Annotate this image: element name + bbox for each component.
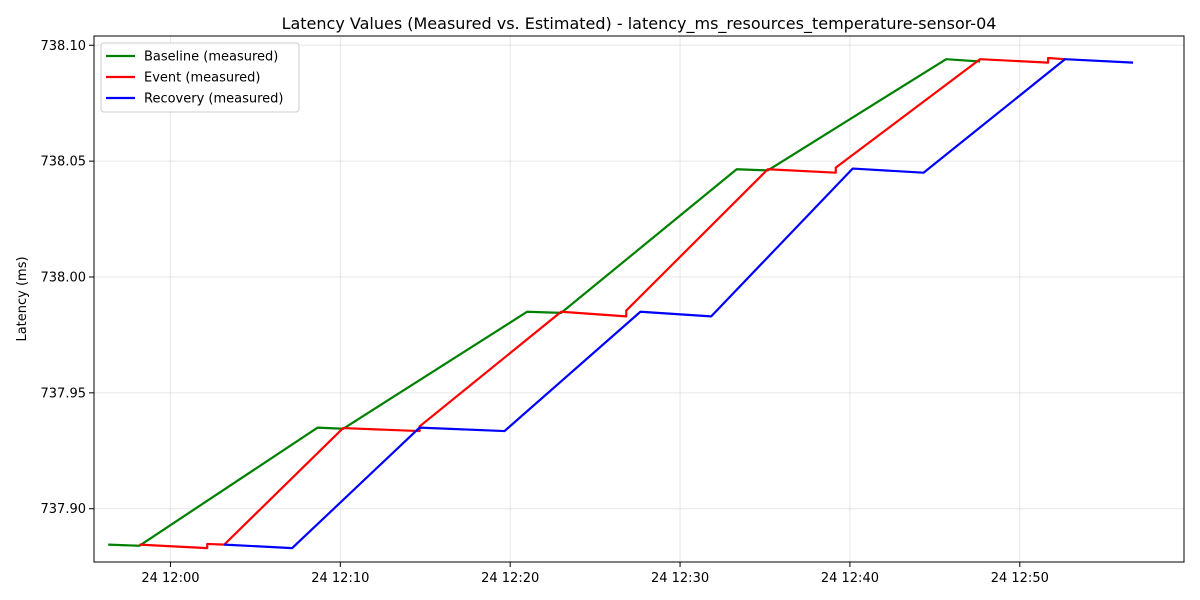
y-tick-label-3: 738.05: [41, 155, 87, 170]
x-tick-label-1: 24 12:10: [311, 571, 369, 586]
x-tick-label-5: 24 12:50: [991, 571, 1049, 586]
legend-label-recovery-measured: Recovery (measured): [144, 92, 284, 107]
y-axis-label: Latency (ms): [15, 256, 30, 341]
x-tick-label-4: 24 12:40: [821, 571, 879, 586]
x-tick-label-0: 24 12:00: [141, 571, 199, 586]
series-line-baseline-measured: [108, 58, 981, 547]
y-tick-label-0: 737.90: [41, 502, 87, 517]
series-line-recovery-measured: [224, 58, 1134, 550]
y-tick-label-1: 737.95: [41, 386, 87, 401]
x-tick-label-3: 24 12:30: [651, 571, 709, 586]
legend-box: [100, 42, 300, 113]
legend-label-event-measured: Event (measured): [144, 71, 260, 86]
axis-ticks: 24 12:00 24 12:10 24 12:20 24 12:30 24 12:40…: [41, 39, 1049, 586]
grid-lines: [94, 36, 1184, 562]
chart-title: Latency Values (Measured vs. Estimated) …: [282, 14, 997, 34]
y-tick-label-2: 738.00: [41, 270, 87, 285]
series-line-event-measured: [139, 56, 1066, 550]
legend-label-baseline-measured: Baseline (measured): [144, 50, 278, 65]
plot-frame: [93, 35, 1185, 563]
legend: Baseline (measured) Event (measured) Recov…: [100, 42, 300, 113]
series-lines: [108, 56, 1134, 550]
y-tick-label-4: 738.10: [41, 39, 87, 54]
x-tick-label-2: 24 12:20: [481, 571, 539, 586]
